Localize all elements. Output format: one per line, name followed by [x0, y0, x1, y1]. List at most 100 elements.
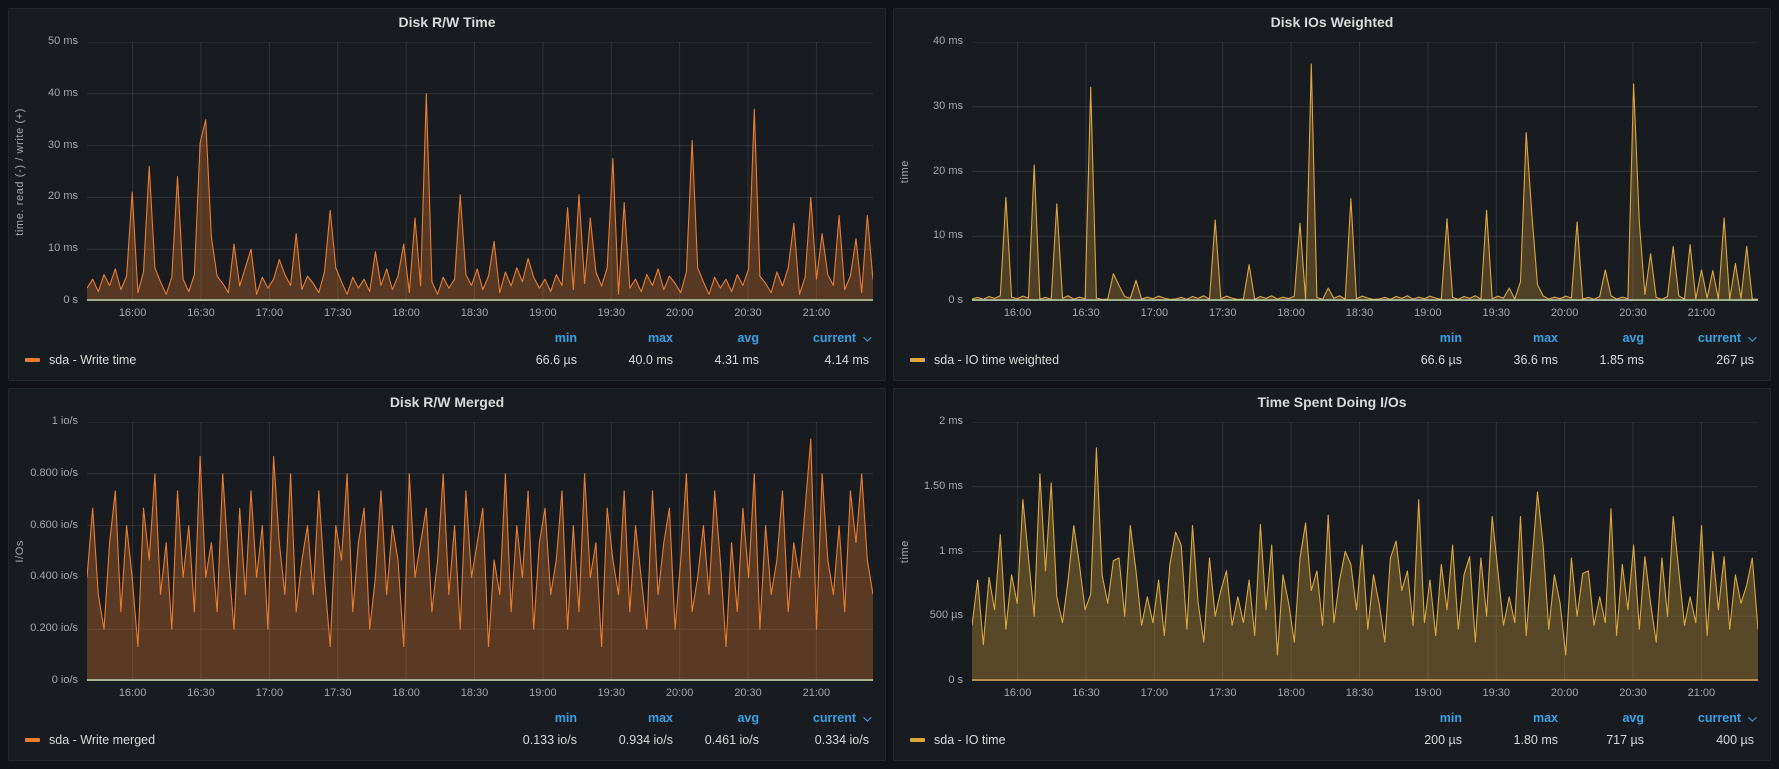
x-tick-label: 19:00 — [1414, 307, 1442, 319]
chart-wrap: time 0 s 10 ms 20 ms 30 ms 40 ms 16:00 16:30 17… — [894, 35, 1770, 325]
x-tick-label: 16:30 — [187, 307, 215, 319]
y-tick-label: 40 ms — [48, 86, 78, 99]
legend: min max avg current sda - IO time weight… — [894, 325, 1770, 380]
y-tick-label: 0.400 io/s — [30, 570, 78, 583]
x-tick-label: 18:00 — [1277, 307, 1305, 319]
y-tick-label: 0 s — [948, 294, 963, 306]
legend-header-min[interactable]: min — [554, 711, 577, 725]
legend: min max avg current sda - Write merged 0… — [9, 705, 885, 760]
x-tick-label: 20:00 — [665, 687, 694, 699]
x-tick-label: 16:00 — [1003, 687, 1032, 699]
x-tick-label: 17:30 — [323, 687, 352, 699]
line-chart — [972, 422, 1758, 681]
legend-header-max[interactable]: max — [647, 331, 673, 345]
x-tick-label: 21:00 — [802, 687, 831, 699]
legend-value-max: 40.0 ms — [628, 353, 673, 367]
y-tick-label: 0 s — [948, 674, 963, 686]
panel-time-spent-doing-ios: Time Spent Doing I/Os time 0 s 500 µs 1 ms… — [893, 388, 1771, 761]
y-tick-label: 0 io/s — [51, 674, 78, 686]
x-tick-label: 18:30 — [460, 687, 489, 699]
legend-header-current[interactable]: current — [1644, 331, 1757, 345]
legend: min max avg current sda - Write time 66.… — [9, 325, 885, 380]
legend-series-name: sda - Write merged — [49, 733, 156, 747]
legend-value-avg: 717 µs — [1606, 733, 1644, 747]
legend-header-avg[interactable]: avg — [1622, 331, 1644, 345]
x-tick-label: 17:00 — [255, 307, 284, 319]
legend-series[interactable]: sda - Write merged — [25, 733, 481, 747]
legend-header-min[interactable]: min — [554, 331, 577, 345]
legend-series[interactable]: sda - IO time weighted — [910, 353, 1366, 367]
x-tick-label: 21:00 — [802, 307, 831, 319]
y-tick-label: 20 ms — [48, 190, 78, 203]
series-color-swatch — [25, 358, 40, 362]
legend-header-min[interactable]: min — [1439, 331, 1462, 345]
y-axis-label: I/Os — [14, 540, 26, 563]
y-tick-label: 30 ms — [48, 138, 78, 151]
legend-value-min: 66.6 µs — [1420, 353, 1462, 367]
y-tick-label: 500 µs — [929, 609, 963, 622]
x-tick-label: 18:30 — [1345, 687, 1374, 699]
legend-series[interactable]: sda - IO time — [910, 733, 1366, 747]
legend-value-avg: 4.31 ms — [714, 353, 759, 367]
legend-value-max: 0.934 io/s — [618, 733, 673, 747]
legend-header-max[interactable]: max — [647, 711, 673, 725]
x-tick-label: 17:30 — [323, 307, 352, 319]
panel-title[interactable]: Disk R/W Merged — [389, 394, 505, 410]
legend-value-max: 1.80 ms — [1513, 733, 1558, 747]
x-tick-label: 20:30 — [1619, 307, 1647, 319]
legend-header-avg[interactable]: avg — [737, 711, 759, 725]
legend-series[interactable]: sda - Write time — [25, 353, 481, 367]
legend-header-current[interactable]: current — [1644, 711, 1757, 725]
x-tick-label: 20:00 — [665, 307, 694, 319]
legend-header-avg[interactable]: avg — [737, 331, 759, 345]
panel-title[interactable]: Disk IOs Weighted — [1270, 14, 1394, 30]
x-tick-label: 16:00 — [118, 307, 147, 319]
chevron-down-icon — [1748, 333, 1757, 342]
x-tick-label: 19:00 — [529, 307, 557, 319]
legend-value-current: 0.334 io/s — [814, 733, 869, 747]
legend-header-current[interactable]: current — [759, 331, 872, 345]
y-tick-label: 50 ms — [48, 35, 78, 47]
legend-value-avg: 0.461 io/s — [704, 733, 759, 747]
legend-header-min[interactable]: min — [1439, 711, 1462, 725]
panel-title[interactable]: Time Spent Doing I/Os — [1257, 394, 1407, 410]
x-tick-label: 16:30 — [187, 687, 215, 699]
y-tick-label: 1 io/s — [51, 415, 78, 427]
y-tick-label: 30 ms — [933, 99, 963, 112]
x-tick-label: 21:00 — [1687, 307, 1716, 319]
plot-area[interactable] — [87, 422, 873, 681]
x-tick-label: 18:30 — [1345, 307, 1374, 319]
x-tick-label: 19:00 — [1414, 687, 1442, 699]
legend: min max avg current sda - IO time 200 µs… — [894, 705, 1770, 760]
series-color-swatch — [910, 358, 925, 362]
x-tick-label: 18:00 — [1277, 687, 1305, 699]
x-tick-label: 20:30 — [1619, 687, 1647, 699]
y-tick-label: 10 ms — [48, 242, 78, 255]
y-tick-label: 0.200 io/s — [30, 622, 78, 635]
chart-wrap: I/Os 0 io/s 0.200 io/s 0.400 io/s 0.600 io/… — [9, 415, 885, 705]
legend-header-max[interactable]: max — [1532, 711, 1558, 725]
legend-value-current: 400 µs — [1716, 733, 1754, 747]
y-tick-label: 0.600 io/s — [30, 518, 78, 531]
x-tick-label: 16:00 — [118, 687, 147, 699]
chart-wrap: time. read (-) / write (+) 0 s 10 ms 20 ms… — [9, 35, 885, 325]
panel-title[interactable]: Disk R/W Time — [398, 14, 496, 30]
y-tick-label: 0.800 io/s — [30, 466, 78, 479]
y-tick-label: 10 ms — [933, 229, 963, 242]
y-tick-label: 40 ms — [933, 35, 963, 47]
chevron-down-icon — [1748, 713, 1757, 722]
legend-series-name: sda - IO time weighted — [934, 353, 1060, 367]
legend-value-current: 4.14 ms — [824, 353, 869, 367]
plot-area[interactable] — [972, 42, 1758, 301]
x-tick-label: 16:30 — [1072, 307, 1100, 319]
panel-disk-ios-weighted: Disk IOs Weighted time 0 s 10 ms 20 ms 30 m… — [893, 8, 1771, 381]
plot-area[interactable] — [972, 422, 1758, 681]
plot-area[interactable] — [87, 42, 873, 301]
legend-header-current[interactable]: current — [759, 711, 872, 725]
legend-header-max[interactable]: max — [1532, 331, 1558, 345]
line-chart — [87, 422, 873, 681]
x-tick-label: 21:00 — [1687, 687, 1716, 699]
chart-wrap: time 0 s 500 µs 1 ms 1.50 ms 2 ms 16:00 16:30 1… — [894, 415, 1770, 705]
legend-header-avg[interactable]: avg — [1622, 711, 1644, 725]
x-tick-label: 19:30 — [1482, 307, 1511, 319]
